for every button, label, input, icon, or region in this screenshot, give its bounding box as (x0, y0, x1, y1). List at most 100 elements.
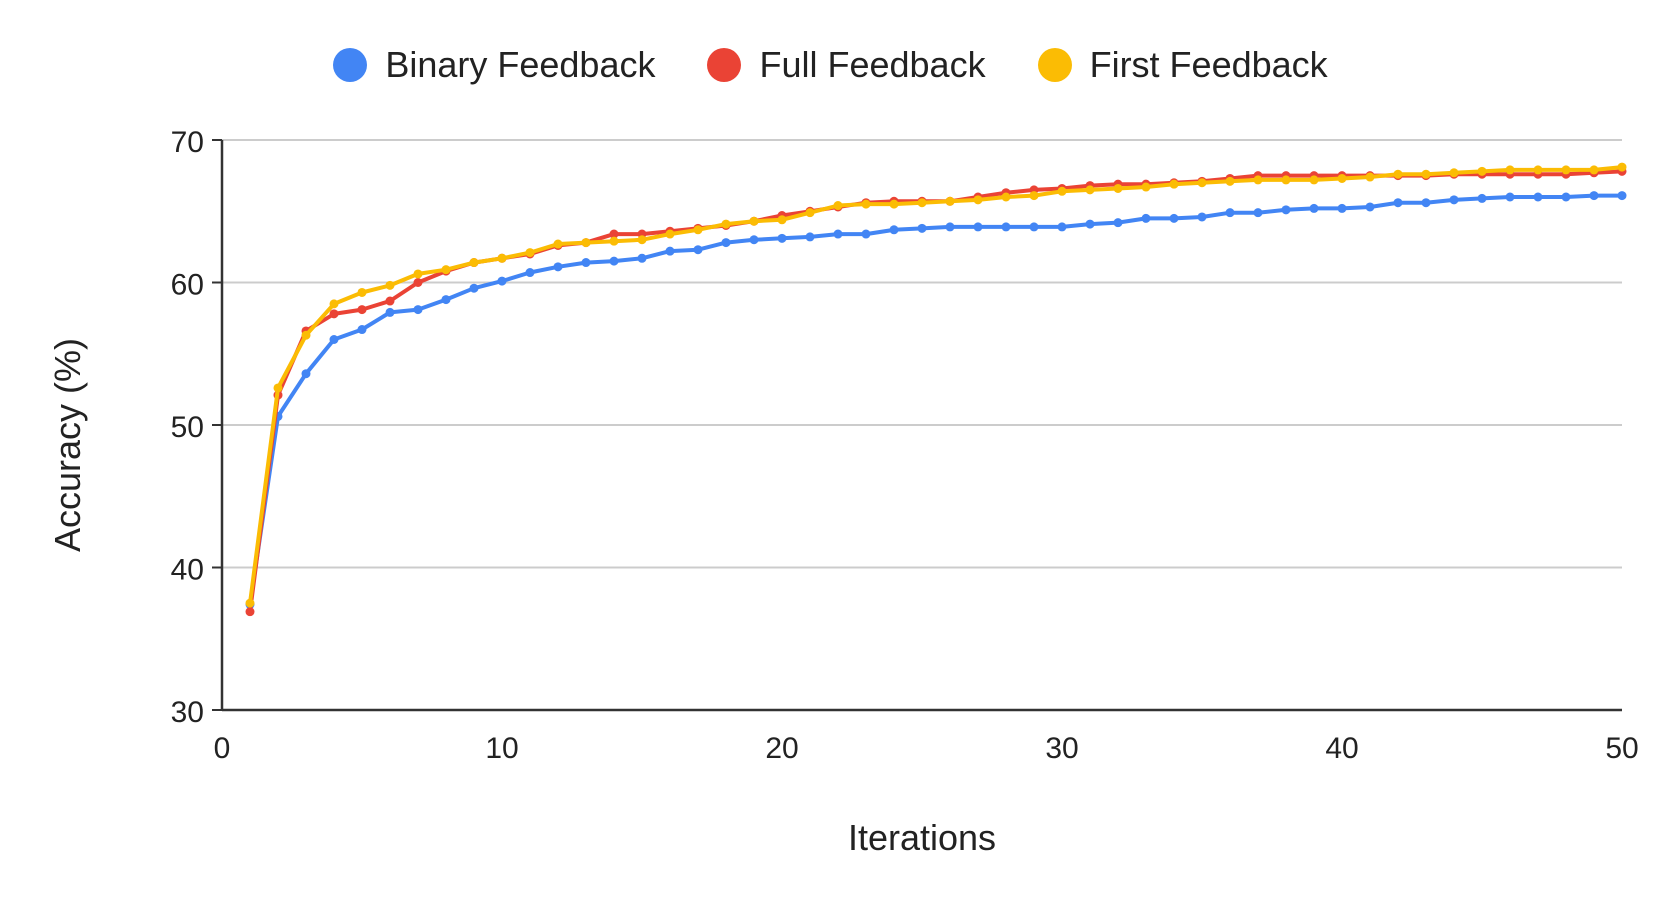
point-binary-feedback-47 (1533, 192, 1543, 202)
x-tick-label-40: 40 (1325, 732, 1358, 765)
point-first-feedback-49 (1589, 165, 1599, 175)
point-binary-feedback-37 (1253, 208, 1263, 218)
point-full-feedback-5 (357, 305, 367, 315)
point-full-feedback-1 (245, 607, 255, 617)
point-first-feedback-34 (1169, 179, 1179, 189)
legend-label-full: Full Feedback (759, 44, 986, 85)
point-binary-feedback-43 (1421, 198, 1431, 208)
point-first-feedback-7 (413, 269, 423, 279)
point-first-feedback-4 (329, 299, 339, 309)
point-binary-feedback-6 (385, 307, 395, 317)
point-binary-feedback-29 (1029, 222, 1039, 232)
point-first-feedback-33 (1141, 182, 1151, 192)
y-tick-label-30: 30 (171, 696, 204, 729)
point-first-feedback-14 (609, 236, 619, 246)
point-first-feedback-31 (1085, 185, 1095, 195)
y-tick-label-40: 40 (171, 554, 204, 587)
legend: Binary Feedback Full Feedback First Feed… (0, 44, 1661, 86)
legend-label-first: First Feedback (1089, 44, 1328, 85)
point-first-feedback-47 (1533, 165, 1543, 175)
point-binary-feedback-39 (1309, 203, 1319, 213)
point-first-feedback-27 (973, 195, 983, 205)
point-binary-feedback-38 (1281, 205, 1291, 215)
point-first-feedback-35 (1197, 178, 1207, 188)
legend-swatch-binary (333, 48, 368, 82)
point-first-feedback-17 (693, 225, 703, 235)
legend-item-first-feedback: First Feedback (1037, 44, 1328, 86)
y-tick-label-60: 60 (171, 269, 204, 302)
point-binary-feedback-7 (413, 305, 423, 315)
point-first-feedback-26 (945, 196, 955, 206)
point-first-feedback-25 (917, 198, 927, 208)
point-first-feedback-21 (805, 208, 815, 218)
point-first-feedback-43 (1421, 169, 1431, 179)
point-first-feedback-37 (1253, 175, 1263, 185)
point-binary-feedback-14 (609, 256, 619, 266)
point-first-feedback-22 (833, 201, 843, 211)
point-binary-feedback-24 (889, 225, 899, 235)
point-first-feedback-44 (1449, 168, 1459, 178)
point-binary-feedback-28 (1001, 222, 1011, 232)
x-tick-label-0: 0 (214, 732, 231, 765)
point-binary-feedback-11 (525, 268, 535, 278)
x-axis-title: Iterations (848, 817, 996, 858)
point-binary-feedback-41 (1365, 202, 1375, 212)
point-first-feedback-2 (273, 383, 283, 393)
point-binary-feedback-26 (945, 222, 955, 232)
point-binary-feedback-4 (329, 335, 339, 344)
x-tick-label-20: 20 (765, 732, 798, 765)
point-first-feedback-10 (497, 253, 507, 263)
point-binary-feedback-17 (693, 245, 703, 255)
axes: 30 40 50 60 70 0 10 20 30 40 50 (171, 126, 1639, 765)
point-first-feedback-46 (1505, 165, 1515, 175)
point-first-feedback-3 (301, 330, 311, 340)
point-first-feedback-36 (1225, 176, 1235, 186)
point-binary-feedback-27 (973, 222, 983, 232)
legend-label-binary: Binary Feedback (385, 44, 656, 85)
point-first-feedback-48 (1561, 165, 1571, 175)
point-first-feedback-11 (525, 248, 535, 258)
legend-item-binary-feedback: Binary Feedback (333, 44, 655, 86)
x-tick-label-50: 50 (1605, 732, 1638, 765)
point-binary-feedback-13 (581, 258, 591, 268)
point-first-feedback-30 (1057, 186, 1067, 196)
point-binary-feedback-9 (469, 283, 479, 293)
series-binary-feedback (245, 191, 1627, 610)
point-first-feedback-23 (861, 199, 871, 209)
point-first-feedback-28 (1001, 192, 1011, 202)
point-first-feedback-15 (637, 235, 647, 245)
point-binary-feedback-22 (833, 229, 843, 239)
series-first-feedback (245, 162, 1627, 608)
point-first-feedback-42 (1393, 169, 1403, 179)
point-binary-feedback-31 (1085, 219, 1095, 229)
point-first-feedback-32 (1113, 183, 1123, 193)
point-binary-feedback-8 (441, 295, 451, 305)
point-full-feedback-4 (329, 309, 339, 319)
point-first-feedback-40 (1337, 173, 1347, 183)
point-first-feedback-45 (1477, 166, 1487, 176)
point-binary-feedback-49 (1589, 191, 1599, 201)
point-first-feedback-41 (1365, 172, 1375, 182)
point-first-feedback-16 (665, 229, 675, 239)
point-binary-feedback-18 (721, 238, 731, 248)
point-binary-feedback-42 (1393, 198, 1403, 208)
point-first-feedback-5 (357, 287, 367, 297)
gridlines (222, 139, 1622, 569)
point-binary-feedback-40 (1337, 203, 1347, 213)
point-binary-feedback-50 (1617, 191, 1627, 201)
point-first-feedback-19 (749, 216, 759, 226)
series (245, 162, 1627, 617)
x-tick-label-10: 10 (485, 732, 518, 765)
point-binary-feedback-10 (497, 276, 507, 286)
y-tick-label-70: 70 (171, 126, 204, 159)
point-first-feedback-8 (441, 265, 451, 275)
point-first-feedback-50 (1617, 162, 1627, 172)
point-binary-feedback-5 (357, 325, 367, 335)
point-first-feedback-39 (1309, 175, 1319, 185)
point-first-feedback-13 (581, 238, 591, 248)
point-binary-feedback-36 (1225, 208, 1235, 218)
point-binary-feedback-30 (1057, 222, 1067, 232)
point-first-feedback-24 (889, 199, 899, 209)
